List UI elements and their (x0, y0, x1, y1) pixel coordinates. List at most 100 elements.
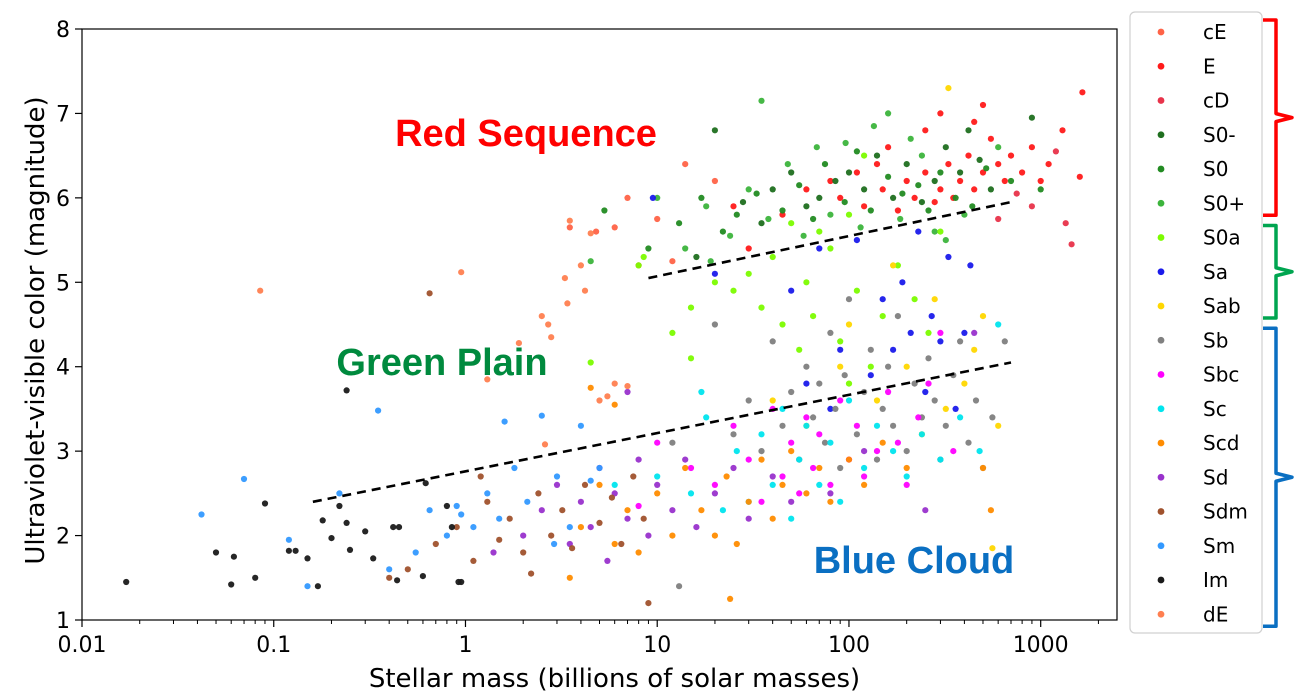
data-point-15-7 (412, 549, 419, 556)
data-point-13-13 (654, 481, 661, 488)
x-tick-label-2: 1 (458, 633, 472, 658)
data-point-3-3 (769, 186, 776, 193)
data-point-14-8 (535, 490, 542, 497)
data-point-5-4 (727, 232, 734, 239)
data-point-13-20 (769, 473, 776, 480)
data-point-4-10 (821, 161, 829, 168)
data-point-16-10 (319, 517, 326, 524)
legend-label-Sa: Sa (1203, 260, 1228, 284)
data-point-6-19 (867, 363, 874, 370)
legend-marker-Sd (1157, 473, 1165, 481)
legend-marker-S0 (1157, 165, 1165, 173)
data-point-0-2 (611, 224, 618, 231)
y-tick-label-7: 8 (56, 18, 70, 43)
axes: 0.01 0.1 1 10 100 1000 1 2 3 4 5 6 7 8 Stellar mass (b… (21, 18, 1118, 694)
data-point-9-33 (957, 338, 964, 345)
data-point-1-33 (827, 177, 834, 185)
data-point-10-17 (853, 422, 861, 429)
data-point-16-12 (336, 502, 343, 510)
plot-area (123, 85, 1086, 607)
data-point-5-17 (918, 152, 926, 159)
data-point-17-13 (541, 441, 549, 448)
data-point-10-9 (788, 439, 795, 446)
data-point-1-5 (922, 169, 929, 176)
y-axis-title: Ultraviolet-visible color (magnitude) (21, 96, 51, 564)
data-point-5-2 (682, 245, 689, 252)
data-point-1-17 (1007, 152, 1015, 159)
data-point-15-13 (496, 515, 503, 522)
legend-marker-Im (1157, 576, 1165, 584)
data-point-8-5 (931, 296, 938, 303)
data-point-8-15 (995, 422, 1002, 429)
legend-bracket-0 (1263, 18, 1294, 217)
legend-marker-Sab (1157, 302, 1165, 310)
data-point-12-19 (816, 464, 823, 472)
data-point-10-26 (950, 448, 957, 455)
data-point-15-24 (551, 540, 558, 548)
data-point-15-23 (458, 511, 465, 518)
data-point-1-12 (971, 186, 978, 193)
data-point-5-9 (813, 144, 820, 151)
data-point-5-7 (784, 161, 791, 168)
data-point-6-16 (837, 338, 844, 345)
data-point-11-14 (827, 439, 834, 446)
data-point-3-7 (832, 177, 839, 185)
data-point-4-16 (915, 182, 922, 189)
data-point-16-3 (230, 553, 237, 560)
data-point-12-2 (596, 481, 603, 488)
data-point-4-2 (676, 220, 683, 227)
data-point-1-37 (730, 203, 737, 210)
y-tick-label-3: 4 (56, 356, 70, 381)
data-point-14-11 (569, 545, 576, 552)
data-point-9-12 (827, 329, 834, 336)
data-point-9-0 (711, 321, 719, 328)
data-point-17-5 (561, 275, 569, 282)
data-point-16-21 (419, 573, 426, 580)
data-point-6-0 (587, 359, 594, 366)
data-point-9-25 (903, 448, 910, 455)
data-point-15-19 (577, 422, 585, 429)
data-point-9-16 (845, 296, 853, 303)
data-point-10-21 (894, 439, 902, 446)
data-point-6-26 (845, 380, 853, 387)
data-point-13-3 (553, 481, 561, 488)
data-point-4-0 (601, 207, 608, 214)
y-tick-label-4: 5 (56, 271, 70, 296)
data-point-4-15 (899, 190, 906, 197)
data-point-17-1 (458, 269, 465, 276)
data-point-13-26 (971, 329, 978, 336)
data-point-2-3 (995, 215, 1002, 223)
data-point-9-39 (676, 583, 683, 590)
data-point-9-11 (821, 439, 829, 446)
data-point-14-0 (404, 566, 411, 573)
data-point-14-5 (496, 536, 503, 543)
data-point-0-7 (624, 194, 631, 201)
data-point-15-10 (453, 502, 460, 510)
data-point-6-4 (711, 279, 719, 286)
data-point-1-29 (885, 144, 892, 151)
data-point-12-5 (635, 549, 642, 556)
data-point-1-19 (1028, 144, 1035, 151)
data-point-8-12 (837, 363, 844, 370)
data-point-7-7 (879, 296, 886, 303)
data-point-17-2 (515, 340, 523, 347)
legend-marker-Sc (1157, 405, 1165, 413)
data-point-15-20 (587, 477, 594, 484)
data-point-1-8 (945, 161, 952, 168)
data-point-9-34 (965, 439, 972, 446)
data-point-3-15 (942, 144, 949, 151)
data-point-14-13 (596, 519, 603, 527)
data-point-10-19 (873, 448, 881, 455)
legend-label-S0+: S0+ (1203, 191, 1245, 215)
data-point-0-0 (566, 224, 573, 231)
data-point-4-12 (853, 148, 861, 155)
data-point-11-20 (903, 473, 910, 480)
data-point-17-3 (538, 313, 545, 320)
data-point-7-15 (945, 253, 952, 261)
data-point-10-6 (758, 498, 765, 505)
annotations: Red Sequence Green Plain Blue Cloud (312, 113, 1014, 582)
x-tick-label-0: 0.01 (58, 633, 107, 658)
data-point-14-16 (630, 473, 637, 480)
data-point-9-4 (769, 338, 776, 345)
data-point-15-6 (386, 566, 393, 573)
